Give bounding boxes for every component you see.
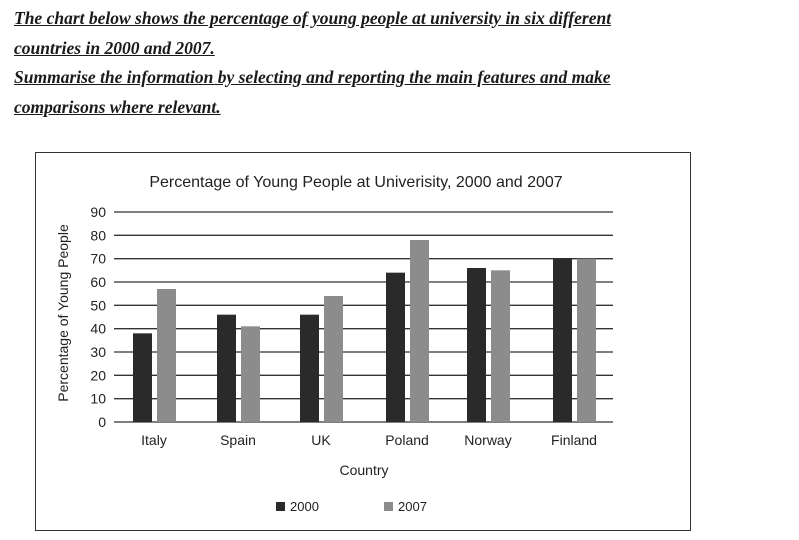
y-tick-label: 0	[98, 414, 106, 430]
legend-swatch-2000	[276, 502, 285, 511]
x-tick-label: Finland	[551, 432, 597, 448]
bar-spain-2000	[217, 314, 236, 422]
prompt-line-2: countries in 2000 and 2007.	[14, 37, 215, 58]
y-tick-label: 40	[90, 321, 106, 337]
bar-spain-2007	[241, 326, 260, 422]
y-tick-label: 30	[90, 344, 106, 360]
bar-italy-2000	[133, 333, 152, 422]
y-tick-label: 20	[90, 367, 106, 383]
bar-norway-2007	[491, 270, 510, 422]
prompt-line-1: The chart below shows the percentage of …	[14, 8, 612, 28]
y-tick-label: 80	[90, 227, 106, 243]
bar-uk-2000	[300, 314, 319, 422]
prompt-line-3: Summarise the information by selecting a…	[14, 67, 611, 87]
legend-label: 2000	[290, 499, 319, 514]
y-tick-label: 50	[90, 297, 106, 313]
bar-finland-2000	[553, 258, 572, 422]
legend-swatch-2007	[384, 502, 393, 511]
x-tick-label: Italy	[141, 432, 167, 448]
bar-poland-2007	[410, 240, 429, 422]
bar-uk-2007	[324, 296, 343, 422]
x-axis-label: Country	[339, 462, 388, 478]
chart-container: Percentage of Young People at Univerisit…	[35, 152, 691, 531]
x-tick-label: UK	[311, 432, 331, 448]
x-tick-label: Spain	[220, 432, 256, 448]
prompt-line-4: comparisons where relevant.	[14, 96, 221, 117]
bar-italy-2007	[157, 289, 176, 422]
y-tick-label: 10	[90, 391, 106, 407]
y-tick-label: 90	[90, 204, 106, 220]
bar-chart: Percentage of Young People at Univerisit…	[55, 174, 613, 514]
x-tick-label: Poland	[385, 432, 429, 448]
y-tick-label: 70	[90, 251, 106, 267]
y-axis-label: Percentage of Young People	[55, 224, 71, 402]
y-tick-label: 60	[90, 274, 106, 290]
legend-label: 2007	[398, 499, 427, 514]
task-prompt: The chart below shows the percentage of …	[14, 4, 789, 122]
bar-poland-2000	[386, 272, 405, 422]
bar-norway-2000	[467, 268, 486, 422]
bar-finland-2007	[577, 258, 596, 422]
x-tick-label: Norway	[464, 432, 511, 448]
chart-title: Percentage of Young People at Univerisit…	[149, 174, 562, 191]
